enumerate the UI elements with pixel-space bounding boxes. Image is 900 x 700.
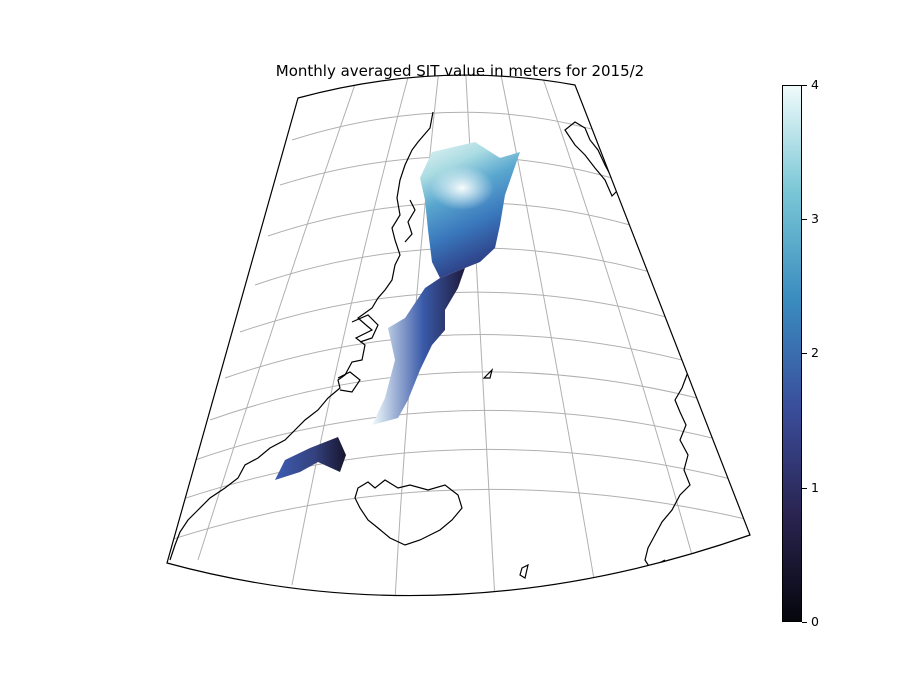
svalbard-coast [564,121,619,198]
sit-high-spot [430,166,494,210]
norway-coast [644,371,691,569]
map-title: Monthly averaged SIT value in meters for… [275,62,645,80]
colorbar [782,85,802,622]
map-frame [166,74,751,597]
greenland-coast [169,111,434,561]
map-content [169,75,750,596]
greenland-fjord-3 [337,371,361,393]
greenland-fjord-1 [404,199,416,243]
colorbar-tick-0: 0 [802,615,819,629]
graticule-parallels [169,111,750,541]
colorbar-tick-3: 3 [802,212,819,226]
sit-region-central [372,268,465,425]
colorbar-tick-4: 4 [802,78,819,92]
sit-field [275,142,520,480]
faroe-islands [519,563,529,579]
sit-region-south [275,437,346,480]
iceland [354,479,463,546]
greenland-fjord-2 [351,314,379,343]
sit-region-north [420,142,520,278]
colorbar-tick-1: 1 [802,481,819,495]
colorbar-tick-2: 2 [802,346,819,360]
jan-mayen [482,368,494,379]
